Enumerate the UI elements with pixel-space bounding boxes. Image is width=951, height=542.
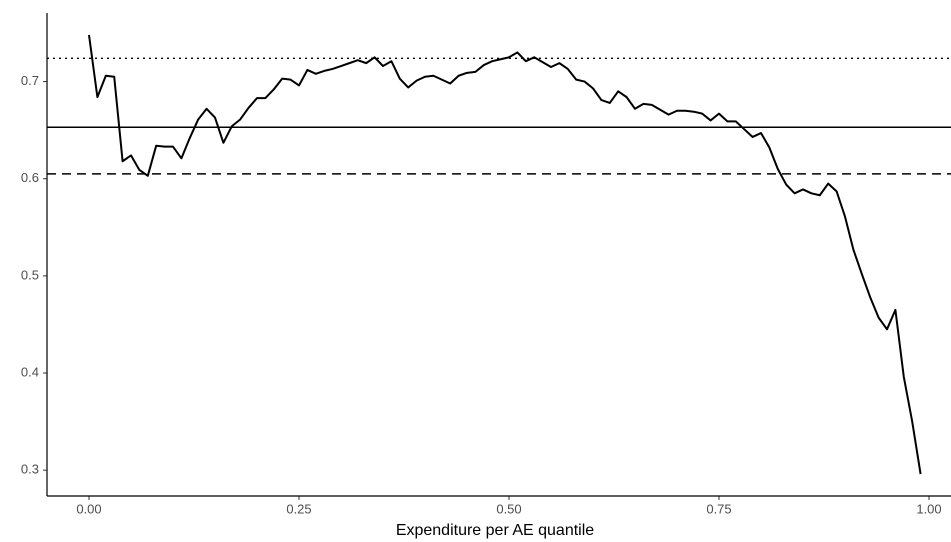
y-tick-label: 0.3 (21, 462, 39, 477)
x-axis-title: Expenditure per AE quantile (396, 522, 594, 539)
y-tick-label: 0.6 (21, 170, 39, 185)
x-tick-label: 0.25 (286, 501, 311, 516)
y-tick-label: 0.7 (21, 73, 39, 88)
x-tick-label: 0.50 (496, 501, 521, 516)
x-tick-label: 1.00 (916, 501, 941, 516)
data-line (88, 34, 922, 475)
x-tick-label: 0.00 (76, 501, 101, 516)
y-tick-label: 0.5 (21, 267, 39, 282)
x-tick-label: 0.75 (706, 501, 731, 516)
y-tick-label: 0.4 (21, 364, 39, 379)
